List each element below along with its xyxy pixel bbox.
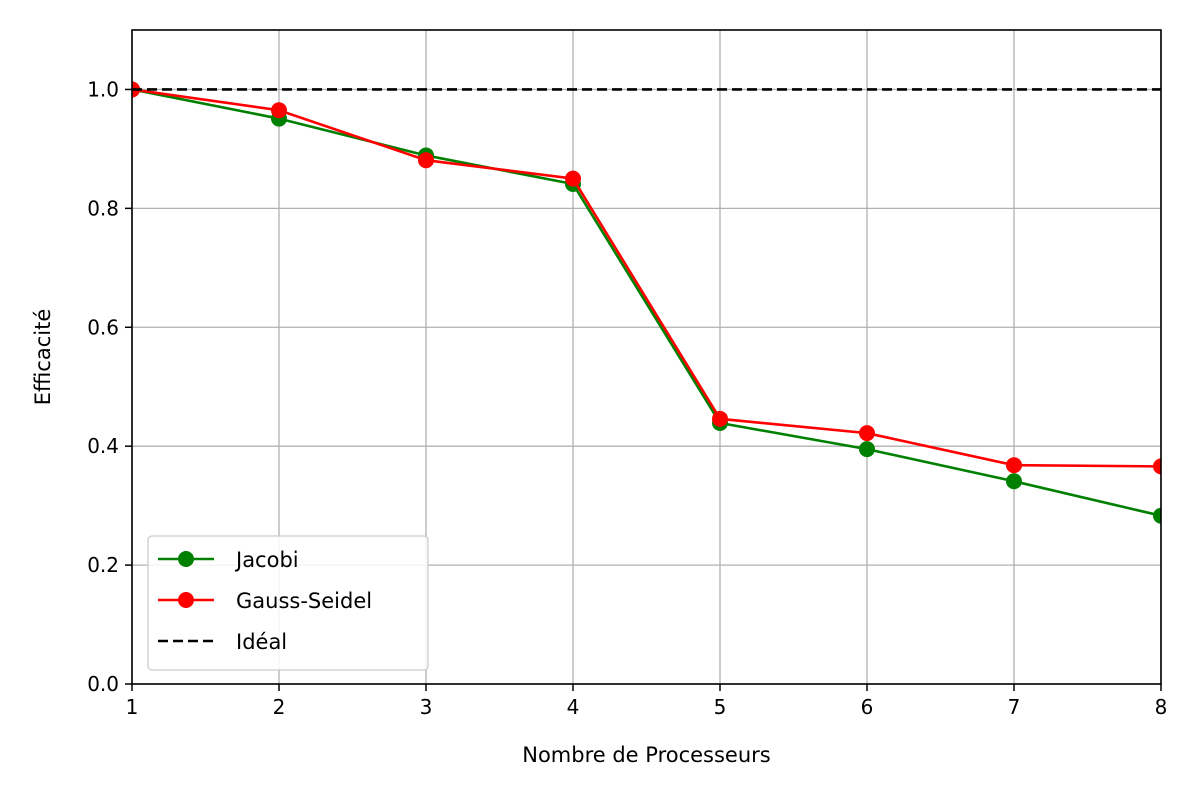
x-tick-label: 8	[1155, 695, 1168, 719]
y-tick-label: 1.0	[87, 77, 119, 101]
series-gauss-seidel	[132, 81, 1161, 475]
x-axis-title: Nombre de Processeurs	[522, 743, 771, 767]
legend-item-jacobi: Jacobi	[158, 548, 299, 572]
legend-marker	[178, 551, 194, 567]
legend-label: Idéal	[236, 630, 287, 654]
y-tick-label: 0.8	[87, 196, 119, 220]
y-axis-title: Efficacité	[31, 309, 55, 406]
gauss-seidel-point	[1153, 458, 1161, 475]
gauss-seidel-point	[271, 102, 287, 119]
legend-item-gauss-seidel: Gauss-Seidel	[158, 589, 372, 613]
x-tick-label: 4	[567, 695, 580, 719]
jacobi-point	[1153, 507, 1161, 524]
gauss-seidel-point	[712, 410, 728, 427]
x-tick-label: 3	[420, 695, 433, 719]
x-tick-label: 2	[273, 695, 286, 719]
gauss-seidel-point	[565, 170, 581, 187]
legend-item-id-al: Idéal	[158, 630, 287, 654]
series-layer	[132, 81, 1161, 524]
x-tick-label: 6	[861, 695, 874, 719]
x-tick-label: 5	[714, 695, 727, 719]
legend: Jacobi Gauss-Seidel Idéal	[147, 535, 429, 671]
y-tick-label: 0.4	[87, 434, 119, 458]
y-tick-label: 0.2	[87, 553, 119, 577]
gauss-seidel-point	[418, 152, 434, 169]
x-tick-label: 1	[126, 695, 139, 719]
jacobi-point	[1006, 473, 1022, 490]
y-tick-label: 0.6	[87, 315, 119, 339]
legend-label: Gauss-Seidel	[236, 589, 372, 613]
gauss-seidel-point	[859, 425, 875, 442]
plot-frame	[131, 29, 1162, 685]
y-tick-label: 0.0	[87, 672, 119, 696]
legend-marker	[178, 592, 194, 608]
x-tick-label: 7	[1008, 695, 1021, 719]
legend-box	[147, 535, 429, 671]
jacobi-line	[132, 88, 1161, 518]
gauss-seidel-line	[132, 88, 1161, 468]
gauss-seidel-point	[1006, 457, 1022, 474]
legend-label: Jacobi	[234, 548, 299, 572]
jacobi-point	[859, 441, 875, 458]
ticks: 1 2 3 4 5 6 7 8 0.0 0.2 0.4 0.6 0.8 1.0	[87, 77, 1167, 719]
